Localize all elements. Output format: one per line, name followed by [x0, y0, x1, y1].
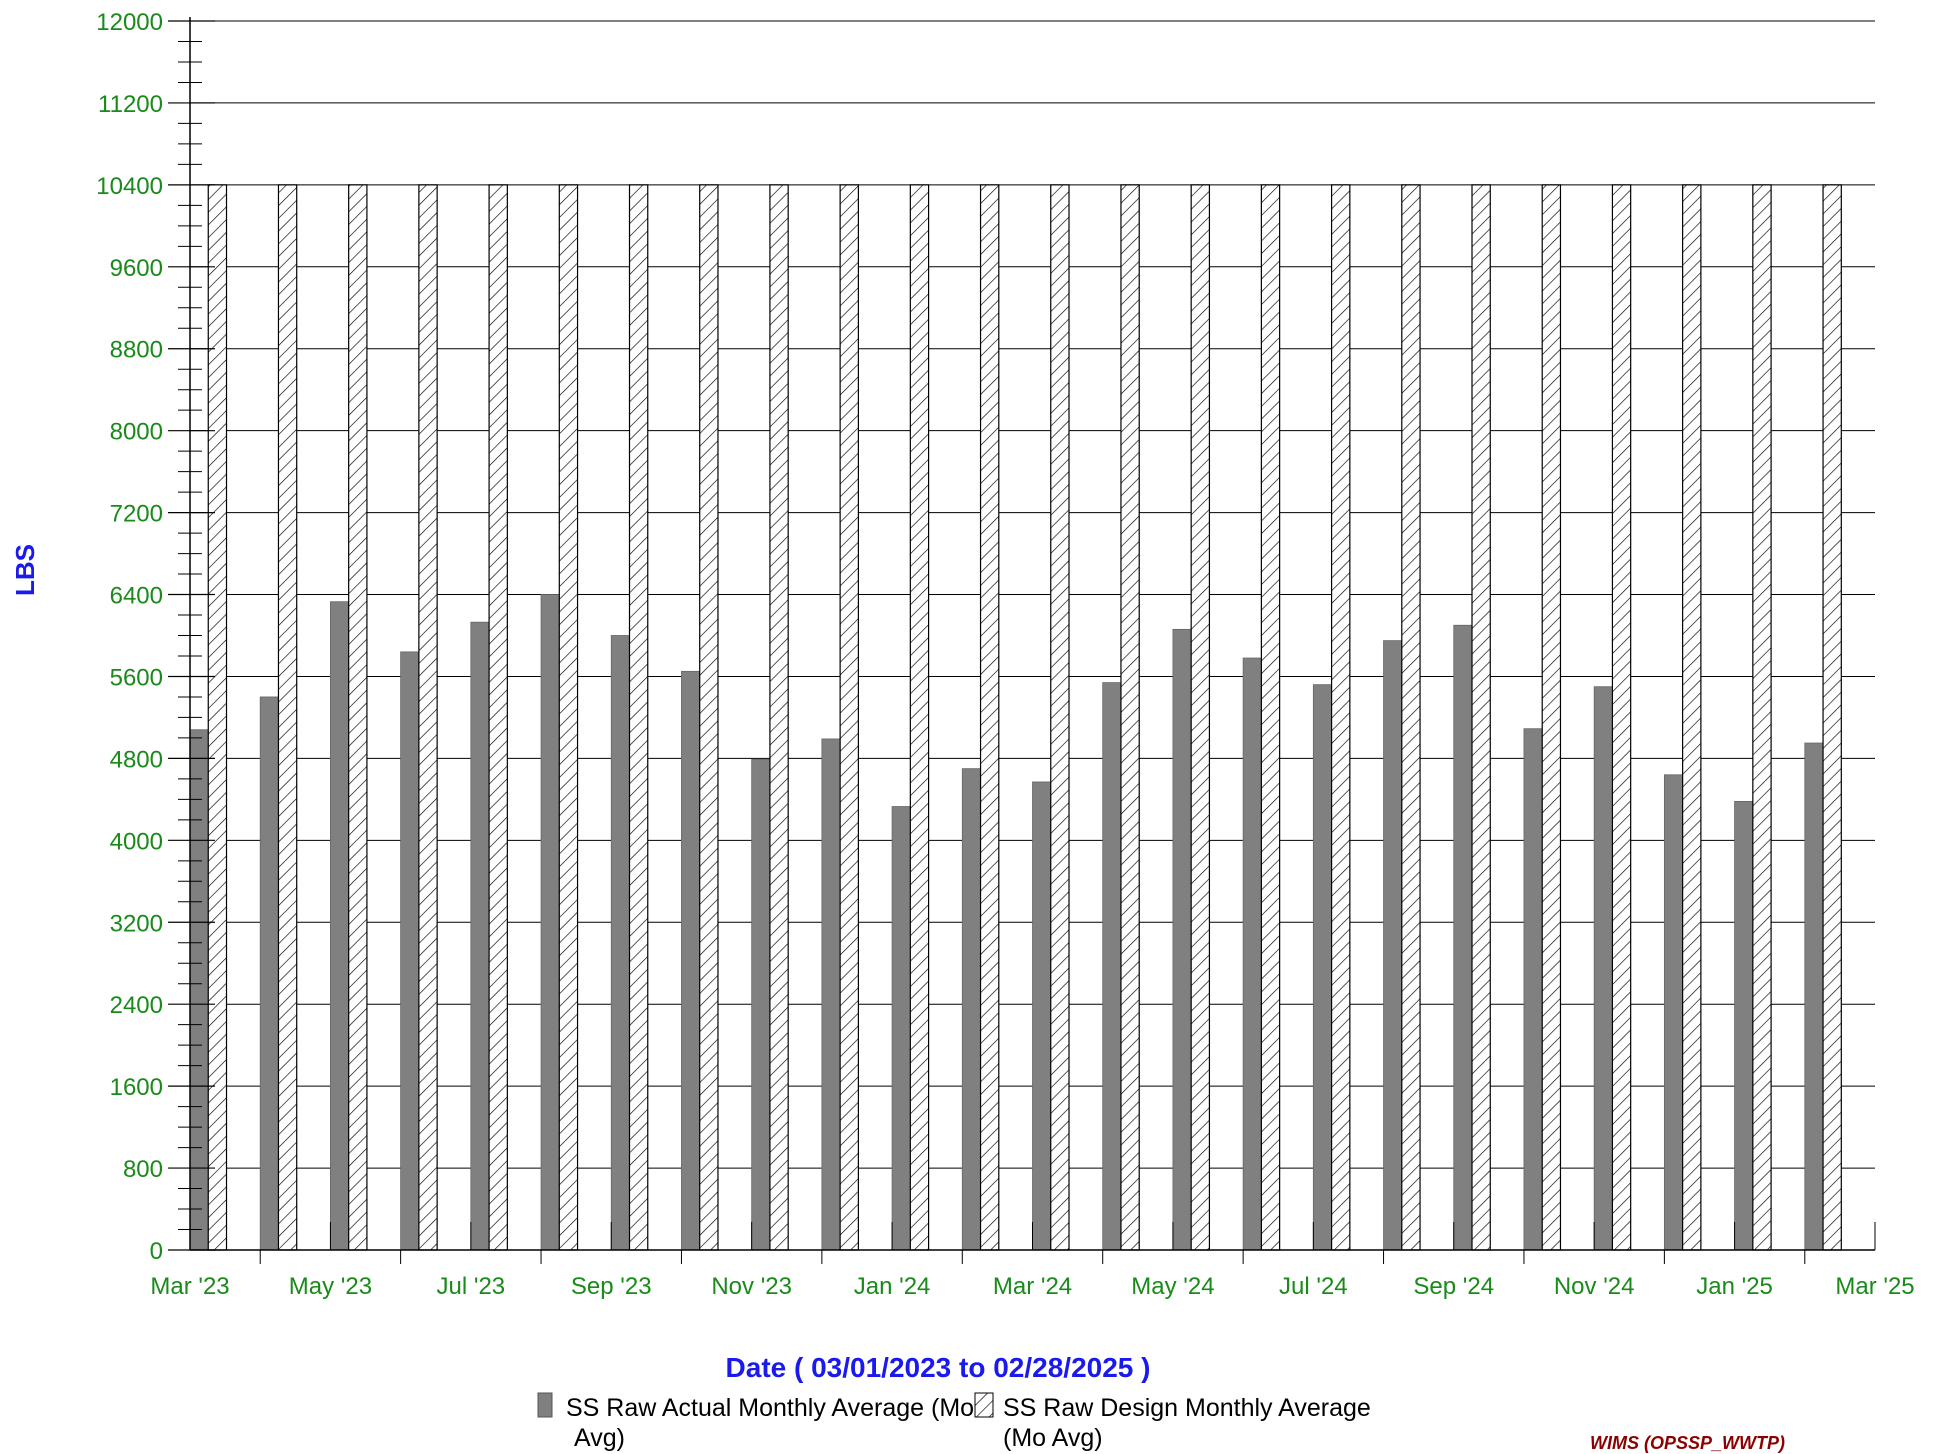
bar-design — [1822, 184, 1842, 1251]
bar-actual — [1172, 628, 1192, 1251]
bar-design — [769, 184, 789, 1251]
x-tick-label: Jan '24 — [854, 1273, 931, 1300]
bar-design — [1330, 184, 1351, 1251]
bar-actual — [400, 651, 420, 1251]
bar-design — [839, 184, 859, 1251]
bar-design — [699, 184, 719, 1251]
bar-actual — [470, 621, 490, 1251]
y-tick-label: 12000 — [96, 9, 163, 36]
legend-label-actual-line2: Avg) — [574, 1424, 625, 1452]
bars — [189, 184, 1842, 1251]
legend-label-actual-line1: SS Raw Actual Monthly Average (Mo — [566, 1394, 974, 1422]
bar-actual — [681, 670, 701, 1251]
bar-design — [348, 184, 368, 1251]
y-tick-label: 11200 — [98, 91, 163, 118]
bar-actual — [751, 759, 771, 1251]
bar-design — [1401, 184, 1421, 1251]
y-tick-label: 4800 — [110, 746, 163, 773]
bar-design — [1190, 184, 1211, 1251]
bar-actual — [540, 594, 560, 1251]
y-tick-label: 3200 — [110, 910, 163, 937]
bar-actual — [259, 696, 279, 1251]
bar-design — [558, 184, 579, 1251]
bar-design — [1120, 184, 1140, 1251]
bar-actual — [1242, 657, 1262, 1251]
footer-credit: WIMS (OPSSP_WWTP) — [1590, 1433, 1785, 1453]
x-tick-label: Sep '24 — [1413, 1273, 1494, 1300]
bar-actual — [1032, 781, 1052, 1251]
x-tick-label: Mar '23 — [150, 1273, 229, 1300]
bar-actual — [1593, 686, 1613, 1251]
bar-design — [979, 184, 1000, 1251]
bar-actual — [1383, 640, 1403, 1251]
y-axis-label: LBS — [10, 544, 40, 596]
y-tick-label: 7200 — [110, 501, 163, 528]
bar-design — [488, 184, 508, 1251]
bar-design — [1260, 184, 1281, 1251]
legend-swatch-actual — [537, 1392, 553, 1418]
bar-design — [277, 184, 298, 1251]
tick-labels: 0 800 1600 2400 3200 4000 4800 5600 6400 7200 8000… — [96, 9, 1914, 1300]
bar-actual — [330, 601, 350, 1251]
bar-actual — [821, 738, 841, 1251]
y-tick-label: 0 — [150, 1238, 163, 1265]
bar-design — [207, 184, 228, 1251]
bar-actual — [891, 806, 911, 1251]
legend-swatch-design — [974, 1392, 994, 1418]
bar-actual — [610, 635, 630, 1251]
y-tick-label: 10400 — [96, 173, 163, 200]
y-tick-label: 8000 — [110, 419, 163, 446]
x-tick-label: Nov '24 — [1554, 1273, 1635, 1300]
bar-actual — [1102, 682, 1122, 1251]
y-tick-label: 6400 — [110, 583, 163, 610]
bar-design — [1050, 184, 1070, 1251]
x-tick-label: Mar '24 — [993, 1273, 1072, 1300]
bar-design — [1611, 184, 1632, 1251]
bar-actual — [1523, 728, 1543, 1251]
bar-design — [1752, 184, 1772, 1251]
y-tick-label: 4000 — [110, 828, 163, 855]
bar-actual — [1734, 801, 1754, 1251]
x-tick-label: Jul '23 — [437, 1273, 506, 1300]
bar-design — [418, 184, 438, 1251]
bar-design — [1682, 184, 1702, 1251]
bar-design — [628, 184, 649, 1251]
x-tick-label: May '24 — [1131, 1273, 1214, 1300]
x-tick-label: Nov '23 — [711, 1273, 792, 1300]
y-tick-label: 800 — [123, 1156, 163, 1183]
y-tick-label: 1600 — [110, 1074, 163, 1101]
legend-label-design-line1: SS Raw Design Monthly Average — [1003, 1394, 1371, 1422]
bar-actual — [1453, 624, 1473, 1251]
x-tick-label: May '23 — [289, 1273, 372, 1300]
bar-design — [1471, 184, 1491, 1251]
x-axis-label: Date ( 03/01/2023 to 02/28/2025 ) — [726, 1352, 1151, 1383]
legend: SS Raw Actual Monthly Average (Mo Avg) S… — [537, 1392, 1371, 1452]
legend-label-design-line2: (Mo Avg) — [1003, 1424, 1103, 1452]
x-tick-label: Sep '23 — [571, 1273, 652, 1300]
bar-design — [909, 184, 930, 1251]
bar-actual — [189, 729, 209, 1251]
x-tick-label: Mar '25 — [1835, 1273, 1914, 1300]
bar-actual — [1312, 684, 1332, 1251]
y-tick-label: 8800 — [110, 337, 163, 364]
y-tick-label: 5600 — [110, 664, 163, 691]
x-tick-label: Jan '25 — [1696, 1273, 1773, 1300]
bar-design — [1541, 184, 1562, 1251]
bar-actual — [1663, 774, 1684, 1251]
y-tick-label: 2400 — [110, 992, 163, 1019]
axes — [168, 17, 1876, 1264]
bar-actual — [1804, 742, 1824, 1251]
x-tick-label: Jul '24 — [1279, 1273, 1348, 1300]
bar-actual — [961, 768, 981, 1251]
y-tick-label: 9600 — [110, 255, 163, 282]
